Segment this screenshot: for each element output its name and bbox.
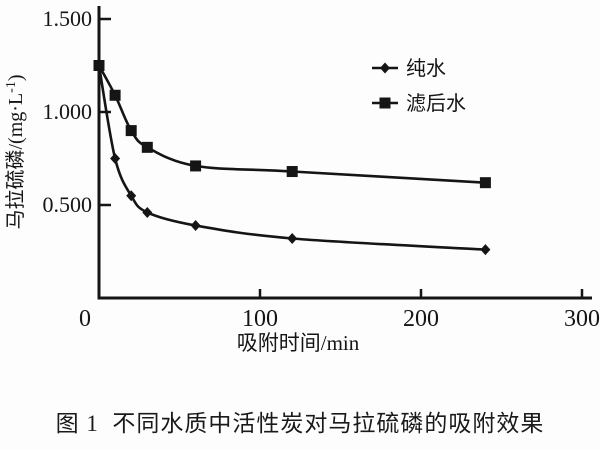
series-纯水-point-30 [142,206,153,218]
series-纯水-point-10 [110,153,121,164]
series-滤后水-point-0 [93,60,105,71]
legend-marker-纯水 [380,62,390,74]
series-纯水 [94,60,491,256]
x-axis-label: 吸附时间/min [237,331,360,355]
legend-item-纯水: 纯水 [372,57,446,80]
series-line-滤后水 [97,64,486,184]
series-纯水-point-120 [287,232,298,244]
x-tick-label-0: 0 [79,306,91,332]
y-tick-label-1.000: 1.000 [43,99,93,124]
x-tick-label-100: 100 [242,306,278,332]
legend-item-滤后水: 滤后水 [372,92,466,115]
series-纯水-point-20 [126,190,137,202]
series-纯水-point-240 [480,244,491,256]
series-滤后水-point-30 [141,141,153,153]
y-tick-label-1.500: 1.500 [43,6,93,31]
series-滤后水-point-10 [109,89,121,101]
figure-caption: 图 1 不同水质中活性炭对马拉硫磷的吸附效果 [55,411,545,436]
x-tick-label-300: 300 [564,306,600,332]
series-纯水-point-60 [190,219,201,231]
chart-canvas: 0.500 1.000 1.500 0 100 200 300 吸附时间/min 马拉硫磷/(m… [4,6,600,355]
axes [97,6,592,300]
series-滤后水-point-120 [286,166,298,178]
series-滤后水 [93,60,491,189]
y-tick-label-0.500: 0.500 [43,192,93,217]
series-滤后水-point-60 [190,160,202,172]
y-axis-label: 马拉硫磷/(mg·L-1) [4,75,27,230]
series-滤后水-point-240 [479,177,491,189]
series-滤后水-point-20 [125,125,137,137]
adsorption-chart: 0.500 1.000 1.500 0 100 200 300 吸附时间/min 马拉硫磷/(m… [4,6,600,355]
legend-marker-滤后水 [379,97,391,109]
x-tick-label-200: 200 [403,306,439,332]
legend-label-纯水: 纯水 [406,57,446,80]
legend-label-滤后水: 滤后水 [406,92,466,115]
